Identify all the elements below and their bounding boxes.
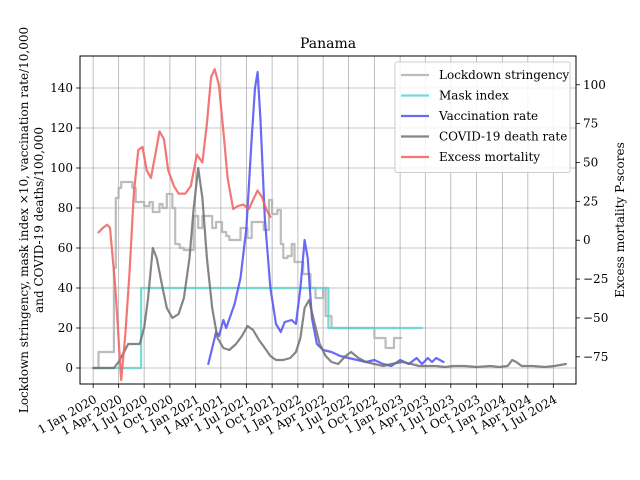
right-tick-label: 25 [583,194,598,208]
right-tick-label: 100 [583,78,606,92]
left-tick-label: 0 [65,361,73,375]
series-line-covid-19-death-rate [92,166,567,370]
left-tick-label: 60 [58,241,73,255]
legend-box [394,61,571,173]
left-axis-label-line2: and COVID-19 deaths/100,000 [32,127,46,313]
right-tick-label: 0 [583,233,591,247]
legend-label-lockdown-stringency: Lockdown stringency [439,68,569,82]
series-line-lockdown-stringency [92,180,403,370]
left-tick-label: 20 [58,321,73,335]
right-tick-label: −25 [583,272,608,286]
series-line-mask-index [92,286,424,370]
legend-label-excess-mortality: Excess mortality [439,150,540,164]
series-layer [92,68,567,382]
right-tick-label: −50 [583,311,608,325]
left-tick-label: 120 [50,121,73,135]
chart-title: Panama [300,36,356,52]
legend-label-vaccination-rate: Vaccination rate [438,109,538,123]
right-tick-label: 75 [583,117,598,131]
left-tick-label: 100 [50,161,73,175]
series-line-excess-mortality [97,68,272,382]
legend-label-mask-index: Mask index [439,89,509,103]
legend: Lockdown stringency Mask index Vaccination… [394,61,571,173]
left-tick-label: 80 [58,201,73,215]
right-tick-label: −75 [583,350,608,364]
right-tick-label: 50 [583,155,598,169]
left-tick-label: 40 [58,281,73,295]
series-line-vaccination-rate [207,70,445,368]
left-tick-label: 140 [50,81,73,95]
plot-frame [79,55,577,385]
legend-label-covid-19-death-rate: COVID-19 death rate [439,130,567,144]
right-axis-label: Excess mortality P-scores [613,142,627,297]
left-axis-label-line1: Lockdown stringency, mask index ×10, vac… [17,27,31,413]
